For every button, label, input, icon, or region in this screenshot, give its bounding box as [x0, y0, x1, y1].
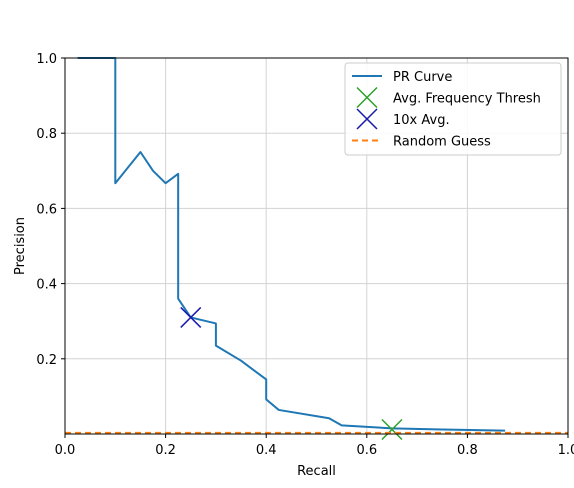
legend-handle-avg-frequency-thresh — [356, 86, 378, 109]
legend-handle-10x-avg-stroke — [356, 108, 378, 130]
legend: PR Curve Avg. Frequency Thresh 10x Avg. Ran… — [344, 62, 562, 156]
x-axis-label: Recall — [297, 464, 336, 479]
x-tick-label: 1.0 — [558, 443, 574, 458]
x-tick-label: 0.4 — [256, 443, 277, 458]
series-layer — [65, 57, 568, 441]
plot-frame — [64, 57, 569, 435]
legend-label-random-guess: Random Guess — [393, 135, 491, 150]
x-tick-label: 0.2 — [155, 443, 176, 458]
x-tick-label: 0.6 — [356, 443, 377, 458]
10x-avg-marker — [180, 306, 202, 328]
y-tick-label: 0.2 — [36, 353, 57, 368]
y-tick-label: 1.0 — [36, 52, 57, 67]
legend-label-10x-avg: 10x Avg. — [393, 113, 450, 128]
avg-frequency-thresh-marker — [381, 418, 403, 441]
y-tick-label: 0.4 — [36, 278, 57, 293]
y-tick-label: 0.6 — [36, 202, 57, 217]
10x-avg-marker-stroke — [180, 306, 202, 328]
legend-label-pr-curve: PR Curve — [393, 70, 452, 85]
x-tick-label: 0.0 — [55, 443, 76, 458]
legend-handle-avg-frequency-thresh-stroke — [356, 86, 378, 109]
ticks: 0.0 0.2 0.4 0.6 0.8 1.0 0.2 0.4 0.6 0.8 1.0 — [36, 52, 574, 458]
pr-curve-line — [77, 57, 506, 432]
avg-frequency-thresh-marker-stroke — [381, 418, 403, 441]
x-tick-label: 0.8 — [457, 443, 478, 458]
legend-handle-10x-avg — [356, 108, 378, 130]
y-tick-label: 0.8 — [36, 127, 57, 142]
legend-label-avg-frequency-thresh: Avg. Frequency Thresh — [393, 92, 541, 107]
legend-box — [344, 62, 562, 156]
y-axis-label: Precision — [13, 217, 28, 275]
